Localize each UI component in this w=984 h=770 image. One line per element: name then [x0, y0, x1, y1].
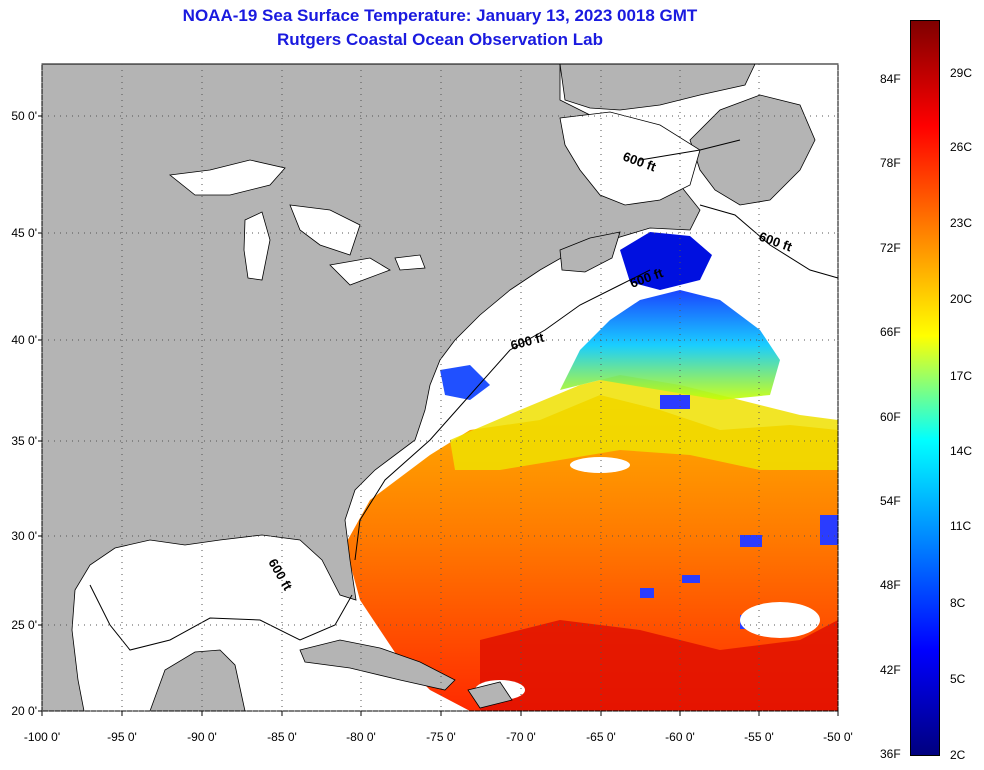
colorbar-fahrenheit-label: 60F — [880, 410, 901, 424]
colorbar-celsius-label: 17C — [950, 369, 973, 383]
colorbar-celsius-label: 23C — [950, 216, 973, 230]
longitude-axis: -100 0' -95 0' -90 0' -85 0' -80 0' -75 0' -70… — [24, 711, 853, 744]
lon-tick-label: -95 0' — [107, 730, 137, 744]
lat-tick-label: 35 0' — [11, 434, 37, 448]
colorbar-fahrenheit-label: 84F — [880, 72, 901, 86]
lon-tick-label: -75 0' — [426, 730, 456, 744]
colorbar-celsius-label: 14C — [950, 444, 973, 458]
lat-tick-label: 25 0' — [11, 618, 37, 632]
lat-tick-label: 50 0' — [11, 109, 37, 123]
graticule — [41, 64, 839, 712]
nova-scotia-land — [559, 231, 621, 273]
colorbar-fahrenheit-label: 48F — [880, 578, 901, 592]
colorbar-celsius-label: 8C — [950, 596, 966, 610]
lon-tick-label: -60 0' — [665, 730, 695, 744]
sst-warm-field — [345, 395, 838, 711]
colorbar-fahrenheit-label: 66F — [880, 325, 901, 339]
colorbar-fahrenheit-label: 72F — [880, 241, 901, 255]
great-lakes — [169, 159, 426, 286]
lon-tick-label: -80 0' — [346, 730, 376, 744]
colorbar-celsius-label: 29C — [950, 66, 973, 80]
lat-tick-label: 30 0' — [11, 529, 37, 543]
sst-hot-patch — [480, 620, 838, 711]
temperature-colorbar — [910, 20, 940, 756]
lon-tick-label: -50 0' — [823, 730, 853, 744]
depth-contour-600ft — [89, 139, 839, 651]
lon-tick-label: -90 0' — [187, 730, 217, 744]
colorbar-celsius-label: 5C — [950, 672, 966, 686]
newfoundland-land — [689, 94, 816, 206]
lat-tick-label: 40 0' — [11, 333, 37, 347]
sst-cool-field — [560, 290, 780, 400]
gulf-st-lawrence — [559, 111, 701, 206]
colorbar-fahrenheit-label: 78F — [880, 156, 901, 170]
colorbar-celsius-label: 2C — [950, 748, 966, 762]
colorbar-fahrenheit-label: 42F — [880, 663, 901, 677]
hispaniola-land — [467, 681, 513, 709]
lon-tick-label: -65 0' — [586, 730, 616, 744]
lon-tick-label: -55 0' — [744, 730, 774, 744]
sst-cold-patch-2 — [440, 365, 490, 400]
lon-tick-label: -85 0' — [267, 730, 297, 744]
colorbar-fahrenheit-label: 54F — [880, 494, 901, 508]
colorbar-celsius-label: 26C — [950, 140, 973, 154]
map-frame — [41, 63, 839, 712]
lon-tick-label: -100 0' — [24, 730, 60, 744]
colorbar-celsius-label: 20C — [950, 292, 973, 306]
labrador-land — [559, 63, 756, 111]
colorbar-celsius-label: 11C — [950, 519, 972, 533]
map-area — [41, 63, 839, 712]
colorbar-fahrenheit-label: 36F — [880, 747, 901, 761]
sst-mid-field — [450, 375, 838, 470]
latitude-axis: 50 0' 45 0' 40 0' 35 0' 30 0' 25 0' 20 0' — [11, 109, 42, 718]
lon-tick-label: -70 0' — [506, 730, 536, 744]
lat-tick-label: 20 0' — [11, 704, 37, 718]
cuba-land — [299, 639, 456, 691]
map-subtitle: Rutgers Coastal Ocean Observation Lab — [277, 30, 603, 49]
lat-tick-label: 45 0' — [11, 226, 37, 240]
sst-cold-patch — [620, 232, 712, 290]
map-title: NOAA-19 Sea Surface Temperature: January… — [182, 6, 698, 25]
north-america-land — [41, 63, 701, 712]
